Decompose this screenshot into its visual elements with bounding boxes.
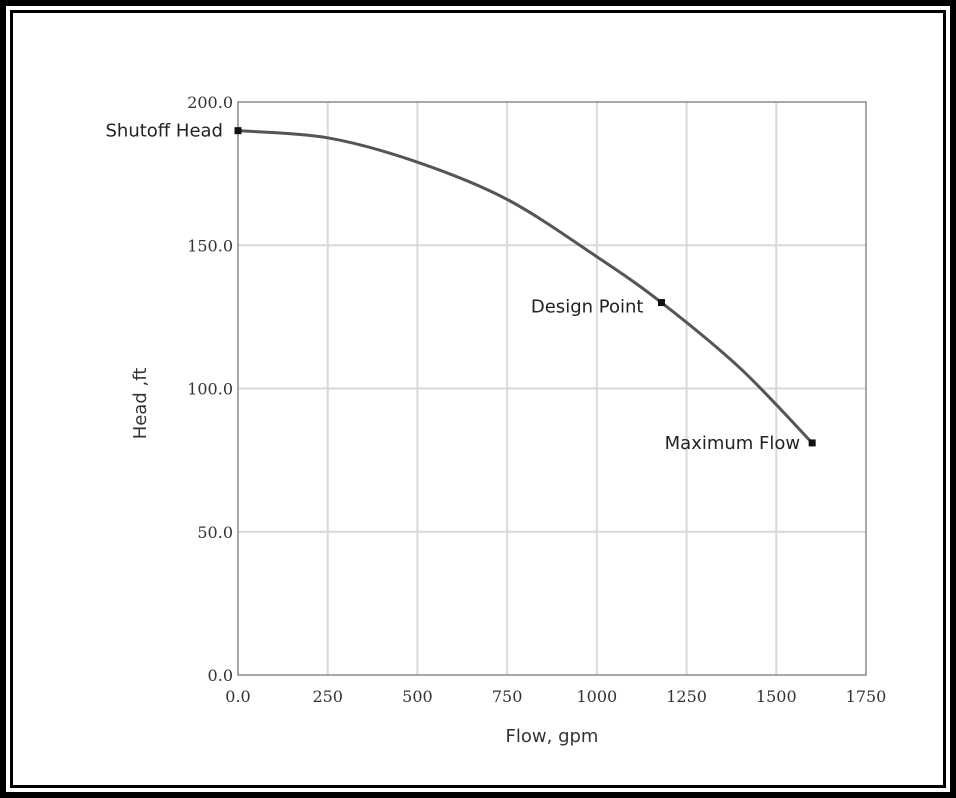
point-annotation: Maximum Flow	[665, 433, 801, 454]
y-tick-label: 200.0	[187, 93, 233, 112]
x-tick-label: 1000	[576, 687, 617, 706]
x-tick-label: 250	[312, 687, 343, 706]
x-axis-title: Flow, gpm	[506, 726, 599, 747]
x-tick-label: 500	[402, 687, 433, 706]
point-annotation: Shutoff Head	[105, 121, 223, 142]
x-tick-label: 1500	[756, 687, 797, 706]
x-tick-label: 1250	[666, 687, 707, 706]
series-layer	[237, 129, 814, 444]
pump-curve-line	[237, 129, 814, 444]
data-point-marker	[657, 299, 665, 307]
y-tick-label: 150.0	[187, 236, 233, 255]
point-annotations: Shutoff Head Design Point Maximum Flow	[105, 121, 800, 454]
grid-lines	[238, 102, 866, 675]
x-tick-label: 750	[492, 687, 523, 706]
y-tick-label: 100.0	[187, 380, 233, 399]
point-annotation: Design Point	[531, 297, 644, 318]
x-tick-label: 1750	[846, 687, 887, 706]
y-tick-labels: 0.0 50.0 100.0 150.0 200.0	[187, 93, 233, 685]
y-axis-title: Head ,ft	[130, 368, 151, 440]
x-tick-label: 0.0	[225, 687, 250, 706]
point-markers	[234, 127, 816, 447]
data-point-marker	[234, 127, 242, 135]
y-tick-label: 0.0	[208, 666, 233, 685]
data-point-marker	[808, 439, 816, 447]
y-tick-label: 50.0	[197, 523, 233, 542]
chart-frame-inner	[10, 10, 946, 788]
x-tick-labels: 0.0 250 500 750 1000 1250 1500 1750	[225, 687, 886, 706]
plot-area-border	[237, 101, 867, 676]
